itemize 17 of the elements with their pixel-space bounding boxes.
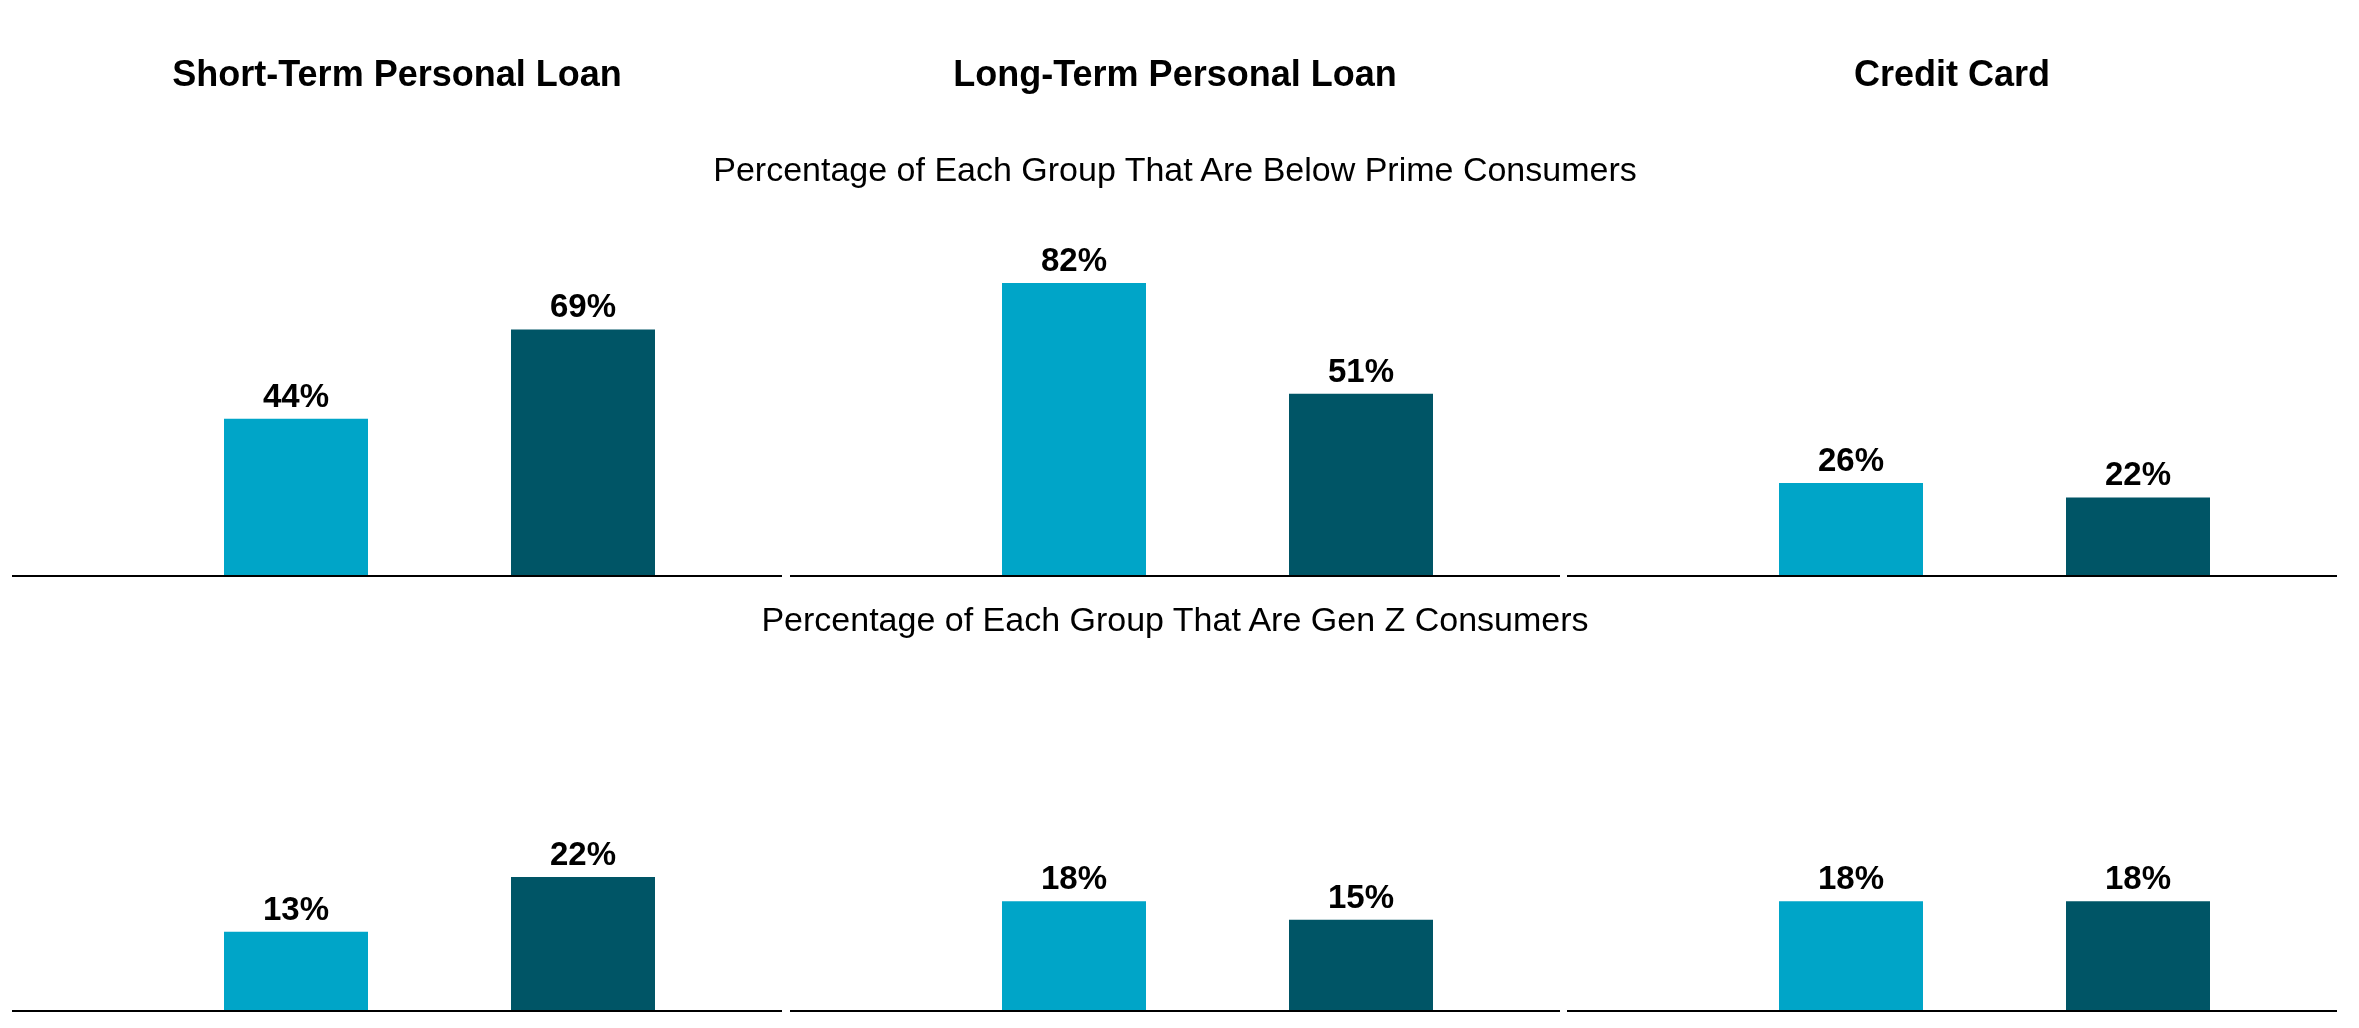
data-label: 18%	[1040, 859, 1108, 897]
data-label: 44%	[262, 376, 330, 414]
chart-subtitle: Percentage of Each Group That Are Gen Z Consumers	[760, 600, 1590, 639]
data-label: 82%	[1040, 241, 1108, 278]
chart-title: Credit Card	[1853, 53, 2051, 95]
data-label: 26%	[1817, 441, 1885, 479]
data-label: 15%	[1327, 877, 1395, 915]
chart-subtitle: Percentage of Each Group That Are Below Prime Consumers	[712, 150, 1638, 189]
chart-title: Long-Term Personal Loan	[952, 53, 1398, 95]
data-label: 69%	[549, 287, 617, 325]
data-label: 51%	[1327, 351, 1395, 389]
data-label: 13%	[262, 889, 330, 927]
data-label: 18%	[1817, 859, 1885, 897]
chart-title: Short-Term Personal Loan	[171, 53, 623, 95]
data-label: 22%	[549, 835, 617, 872]
data-label: 22%	[2104, 455, 2172, 493]
data-label: 18%	[2104, 859, 2172, 897]
